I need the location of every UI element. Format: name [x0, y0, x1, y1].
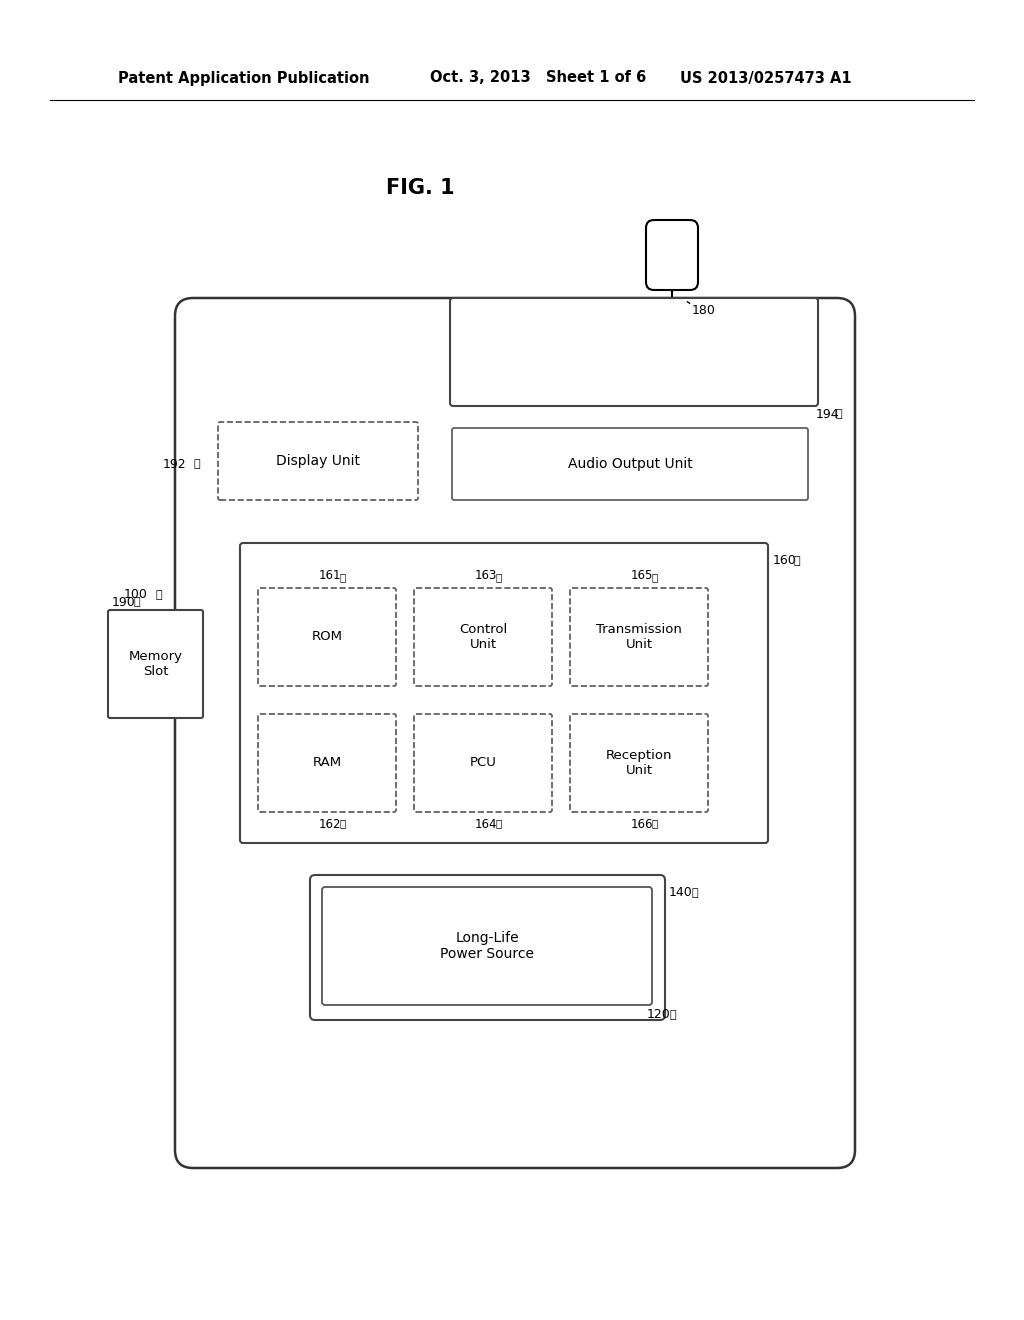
Text: ⮩: ⮩	[691, 888, 697, 898]
Text: ⮩: ⮩	[495, 572, 502, 582]
FancyBboxPatch shape	[570, 587, 708, 686]
Text: ROM: ROM	[311, 631, 342, 644]
Text: ⮩: ⮩	[495, 818, 502, 828]
Text: ⮩: ⮩	[651, 818, 657, 828]
FancyBboxPatch shape	[450, 298, 818, 407]
Text: Display Unit: Display Unit	[276, 454, 360, 469]
FancyBboxPatch shape	[414, 587, 552, 686]
Text: FIG. 1: FIG. 1	[386, 178, 455, 198]
Text: ⮩: ⮩	[836, 409, 843, 418]
FancyBboxPatch shape	[175, 298, 855, 1168]
Text: Audio Output Unit: Audio Output Unit	[567, 457, 692, 471]
FancyBboxPatch shape	[310, 875, 665, 1020]
Text: 162: 162	[319, 818, 341, 832]
Text: ⮩: ⮩	[339, 572, 345, 582]
Text: 140: 140	[669, 887, 693, 899]
FancyBboxPatch shape	[570, 714, 708, 812]
Text: Reception
Unit: Reception Unit	[606, 748, 672, 777]
FancyBboxPatch shape	[218, 422, 418, 500]
Text: 165: 165	[631, 569, 653, 582]
Text: RAM: RAM	[312, 756, 342, 770]
Text: Patent Application Publication: Patent Application Publication	[118, 70, 370, 86]
FancyBboxPatch shape	[240, 543, 768, 843]
Text: US 2013/0257473 A1: US 2013/0257473 A1	[680, 70, 852, 86]
Text: 194: 194	[816, 408, 840, 421]
Text: ⮩: ⮩	[134, 597, 140, 607]
Text: ⮩: ⮩	[155, 590, 162, 601]
Text: ⮩: ⮩	[194, 459, 201, 469]
Text: ⮩: ⮩	[793, 556, 800, 566]
Text: 166: 166	[631, 818, 653, 832]
Text: ⮩: ⮩	[670, 1010, 677, 1020]
Text: ⮩: ⮩	[339, 818, 345, 828]
Text: 163: 163	[475, 569, 498, 582]
Text: 120: 120	[647, 1008, 671, 1022]
FancyBboxPatch shape	[646, 220, 698, 290]
Text: Transmission
Unit: Transmission Unit	[596, 623, 682, 651]
Text: 192: 192	[163, 458, 186, 470]
FancyBboxPatch shape	[414, 714, 552, 812]
FancyBboxPatch shape	[452, 428, 808, 500]
Text: 164: 164	[475, 818, 498, 832]
Text: ⮩: ⮩	[651, 572, 657, 582]
FancyBboxPatch shape	[108, 610, 203, 718]
Text: Long-Life
Power Source: Long-Life Power Source	[440, 931, 534, 961]
Text: 161: 161	[319, 569, 341, 582]
Text: 100: 100	[124, 589, 148, 602]
Text: PCU: PCU	[470, 756, 497, 770]
FancyBboxPatch shape	[322, 887, 652, 1005]
Text: Memory
Slot: Memory Slot	[128, 649, 182, 678]
Text: 180: 180	[692, 304, 716, 317]
FancyBboxPatch shape	[258, 714, 396, 812]
Text: Control
Unit: Control Unit	[459, 623, 507, 651]
Text: Oct. 3, 2013   Sheet 1 of 6: Oct. 3, 2013 Sheet 1 of 6	[430, 70, 646, 86]
Text: 190: 190	[112, 595, 136, 609]
FancyBboxPatch shape	[258, 587, 396, 686]
Text: 160: 160	[773, 554, 797, 568]
